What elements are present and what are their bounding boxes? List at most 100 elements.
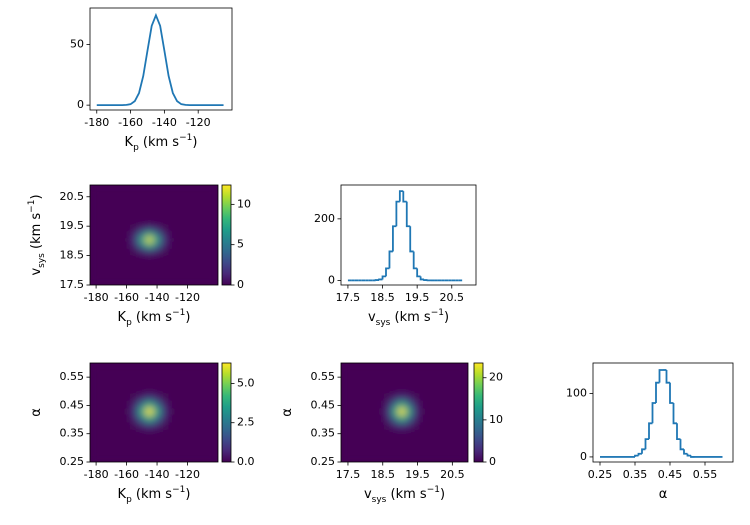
axis-label: vsys (km s−1)	[27, 194, 47, 275]
heatmap-cell	[130, 236, 139, 243]
heatmap-cell	[130, 428, 139, 462]
axes-frame	[340, 184, 477, 286]
heatmap-cell	[130, 248, 139, 255]
y-tick-label: 0.25	[311, 455, 336, 468]
colorbar-tick-label: 10	[237, 197, 251, 210]
heatmap-cell	[138, 363, 147, 394]
heatmap-cell	[130, 224, 139, 232]
heatmap-cell	[160, 242, 169, 249]
label-part: (km s	[386, 487, 427, 502]
axis-label: α	[280, 408, 295, 417]
heatmap-cell	[90, 400, 131, 409]
heatmap-cell	[168, 400, 218, 409]
y-tick-label: 0.55	[311, 370, 336, 383]
axes-frame	[89, 7, 233, 111]
heatmap-cell	[398, 428, 406, 462]
heatmap-cell	[419, 414, 468, 423]
heatmap-cell	[398, 421, 406, 430]
label-part: (km s	[132, 310, 173, 325]
heatmap-cells	[341, 363, 468, 462]
heatmap-cell	[90, 428, 131, 462]
hist-step	[419, 276, 425, 281]
heatmap-cell	[145, 393, 154, 401]
heatmap-cell	[168, 421, 218, 430]
hist-step	[679, 439, 684, 451]
heatmap-cell	[138, 248, 147, 255]
heatmap-cell	[412, 400, 420, 409]
axes-frame	[340, 362, 469, 463]
axes-frame	[89, 184, 219, 286]
label-part: p	[126, 495, 132, 505]
hist-step	[388, 250, 393, 269]
heatmap-cell	[341, 421, 385, 430]
heatmap-cell	[138, 414, 147, 423]
heatmap-cell	[405, 421, 413, 430]
hist-step	[637, 452, 642, 456]
heatmap-cell	[153, 248, 162, 255]
x-tick-label: 0.55	[693, 468, 718, 481]
label-part: K	[118, 487, 127, 502]
x-tick-label: -160	[118, 116, 143, 129]
x-tick-label: -180	[84, 468, 109, 481]
x-tick-label: -160	[114, 468, 139, 481]
heatmap-cell	[90, 230, 131, 237]
y-tick-label: 0.45	[311, 398, 336, 411]
label-part: K	[118, 310, 127, 325]
hist-step	[409, 226, 414, 253]
heatmap-cell	[153, 363, 162, 394]
heatmap-cell	[153, 414, 162, 423]
x-tick-label: 17.5	[336, 468, 361, 481]
hist-step	[378, 278, 383, 281]
colorbar-tick-label: 5	[237, 238, 244, 251]
heatmap-cell	[168, 224, 218, 232]
heatmap-cell	[412, 363, 420, 394]
y-tick-label: 0	[580, 450, 587, 463]
hist-step	[423, 279, 428, 281]
y-tick-label: 200	[314, 212, 335, 225]
heatmap-cell	[405, 428, 413, 462]
hist-step	[658, 369, 663, 383]
heatmap-cell	[160, 248, 169, 255]
heatmap-cell	[90, 393, 131, 401]
y-tick-label: 0.25	[60, 455, 85, 468]
heatmap-cell	[130, 393, 139, 401]
hist-step	[651, 402, 656, 424]
heatmap-cell	[153, 224, 162, 232]
x-tick-label: -180	[84, 291, 109, 304]
colorbar	[474, 363, 483, 462]
x-tick-label: -120	[186, 116, 211, 129]
heatmap-cell	[145, 236, 154, 243]
heatmap-cell	[341, 393, 385, 401]
y-tick-label: 50	[70, 37, 84, 50]
hist-step	[405, 201, 411, 228]
heatmap-cell	[90, 414, 131, 423]
heatmap-cell	[384, 407, 392, 416]
label-part: )	[192, 135, 197, 150]
colorbar-tick-label: 0.0	[237, 455, 255, 468]
heatmap-cell	[130, 242, 139, 249]
y-tick-label: 20.5	[60, 190, 85, 203]
heatmap-cell	[391, 363, 399, 394]
x-tick-label: -140	[152, 116, 177, 129]
hist-step	[648, 422, 653, 440]
hist-step	[634, 454, 639, 457]
heatmap-cell	[391, 393, 399, 401]
heatmap-cell	[168, 428, 218, 462]
x-tick-label: 19.5	[405, 468, 430, 481]
heatmap-cell	[90, 242, 131, 249]
heatmap-cell	[168, 230, 218, 237]
axis-label: Kp (km s−1)	[118, 308, 191, 328]
hist-step	[402, 191, 407, 203]
label-part: v	[368, 310, 376, 325]
heatmap-cell	[168, 393, 218, 401]
heatmap-cell	[384, 363, 392, 394]
heatmap-cell	[138, 400, 147, 409]
x-tick-label: 20.5	[440, 468, 465, 481]
heatmap-cell	[145, 224, 154, 232]
x-tick-label: 0.35	[623, 468, 648, 481]
heatmap-cell	[168, 242, 218, 249]
heatmap-cell	[419, 407, 468, 416]
label-part: α	[659, 487, 668, 502]
